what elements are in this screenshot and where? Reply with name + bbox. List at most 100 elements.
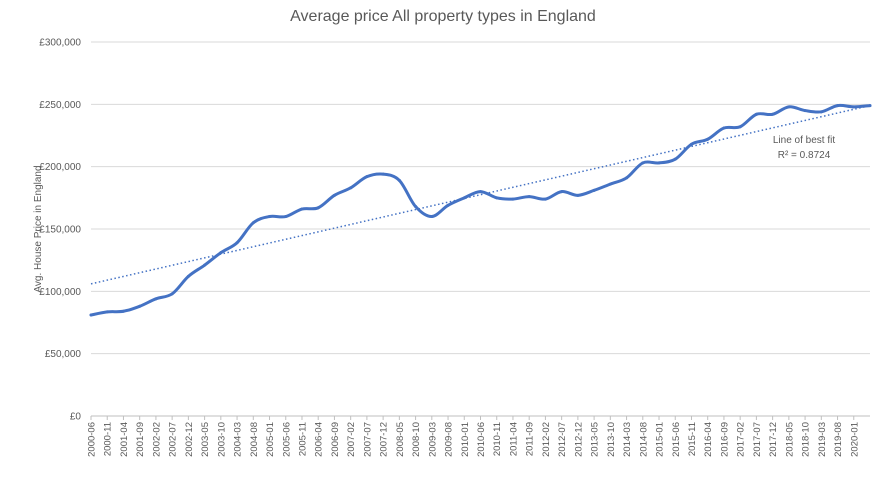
x-tick-label: 2005-06 (281, 422, 292, 457)
x-tick-label: 2013-05 (590, 422, 601, 457)
x-tick-label: 2016-09 (719, 422, 730, 457)
data-point (852, 105, 856, 109)
x-tick-label: 2015-11 (687, 422, 698, 456)
data-point (625, 176, 629, 180)
data-point (543, 197, 547, 201)
data-point (592, 188, 596, 192)
x-axis-ticks: 2000-06 2000-11 2001-04 2001-09 2002-02 2002-… (87, 416, 860, 457)
x-tick-label: 2001-04 (119, 422, 130, 457)
data-point (689, 142, 693, 146)
data-point (819, 110, 823, 114)
data-point (787, 105, 791, 109)
x-tick-label: 2010-06 (476, 422, 487, 457)
y-axis-ticks: £0 £50,000 £100,000 £150,000 £200,000 £250,00… (39, 38, 81, 423)
data-point (576, 193, 580, 197)
x-tick-label: 2008-05 (395, 422, 406, 457)
data-point (836, 104, 840, 108)
data-point (381, 172, 385, 176)
data-point (235, 241, 239, 245)
data-point (803, 109, 807, 113)
data-point (251, 221, 255, 225)
trendline-label: Line of best fit (773, 135, 835, 146)
y-tick-label: £250,000 (39, 100, 81, 111)
y-tick-label: £300,000 (39, 38, 81, 49)
y-tick-label: £150,000 (39, 225, 81, 236)
x-tick-label: 2018-10 (801, 422, 812, 457)
x-tick-label: 2002-02 (151, 422, 162, 457)
gridlines (91, 41, 870, 417)
x-tick-label: 2002-12 (184, 422, 195, 457)
x-tick-label: 2011-09 (525, 422, 536, 456)
x-tick-label: 2012-02 (541, 422, 552, 457)
data-point (657, 161, 661, 165)
data-point (414, 205, 418, 209)
x-tick-label: 2017-12 (768, 422, 779, 457)
x-tick-label: 2015-01 (655, 422, 666, 457)
trendline (90, 104, 871, 285)
trendline-group (90, 104, 871, 285)
x-tick-label: 2017-07 (752, 422, 763, 457)
x-tick-label: 2004-08 (249, 422, 260, 457)
y-tick-label: £0 (70, 412, 82, 423)
y-tick-label: £200,000 (39, 162, 81, 173)
series-line (89, 103, 872, 317)
y-tick-label: £100,000 (39, 287, 81, 298)
data-point (365, 175, 369, 179)
trendline-r2-label: R² = 0.8724 (778, 150, 831, 161)
data-point (527, 195, 531, 199)
x-tick-label: 2000-11 (103, 422, 114, 456)
data-point (332, 193, 336, 197)
x-tick-label: 2012-12 (573, 422, 584, 457)
x-tick-label: 2012-07 (557, 422, 568, 457)
data-point (446, 203, 450, 207)
data-point (316, 206, 320, 210)
data-point (560, 190, 564, 194)
x-tick-label: 2014-08 (638, 422, 649, 457)
x-tick-label: 2009-08 (444, 422, 455, 457)
x-tick-label: 2006-09 (330, 422, 341, 457)
data-point (608, 182, 612, 186)
x-tick-label: 2008-10 (411, 422, 422, 457)
data-point (170, 292, 174, 296)
y-axis-label: Avg. House Price in England (33, 165, 44, 292)
x-tick-label: 2004-03 (233, 422, 244, 457)
y-tick-label: £50,000 (45, 349, 82, 360)
data-point (121, 309, 125, 313)
x-tick-label: 2020-01 (849, 422, 860, 457)
x-tick-label: 2019-03 (817, 422, 828, 457)
data-point (673, 157, 677, 161)
x-tick-label: 2003-05 (200, 422, 211, 457)
data-point (430, 215, 434, 219)
data-point (641, 161, 645, 165)
x-tick-label: 2006-04 (314, 422, 325, 457)
x-tick-label: 2010-01 (460, 422, 471, 457)
x-tick-label: 2005-01 (265, 422, 276, 457)
x-tick-label: 2009-03 (427, 422, 438, 457)
data-point (511, 197, 515, 201)
data-point (219, 251, 223, 255)
data-point (868, 104, 872, 108)
x-tick-label: 2010-11 (492, 422, 503, 456)
data-point (462, 196, 466, 200)
x-tick-label: 2002-07 (168, 422, 179, 457)
data-point (203, 263, 207, 267)
data-point (89, 313, 93, 317)
series-group (89, 103, 872, 317)
x-tick-label: 2015-06 (671, 422, 682, 457)
data-point (349, 186, 353, 190)
data-point (300, 207, 304, 211)
data-point (754, 112, 758, 116)
x-tick-label: 2000-06 (87, 422, 98, 457)
data-point (479, 190, 482, 194)
x-tick-label: 2007-02 (346, 422, 357, 457)
chart-title: Average price All property types in Engl… (290, 8, 596, 25)
x-tick-label: 2007-12 (379, 422, 390, 457)
data-point (738, 125, 742, 129)
data-point (495, 196, 499, 200)
data-point (268, 215, 272, 219)
x-tick-label: 2014-03 (622, 422, 633, 457)
data-point (722, 126, 726, 130)
x-tick-label: 2011-04 (508, 422, 519, 456)
data-point (771, 112, 775, 116)
